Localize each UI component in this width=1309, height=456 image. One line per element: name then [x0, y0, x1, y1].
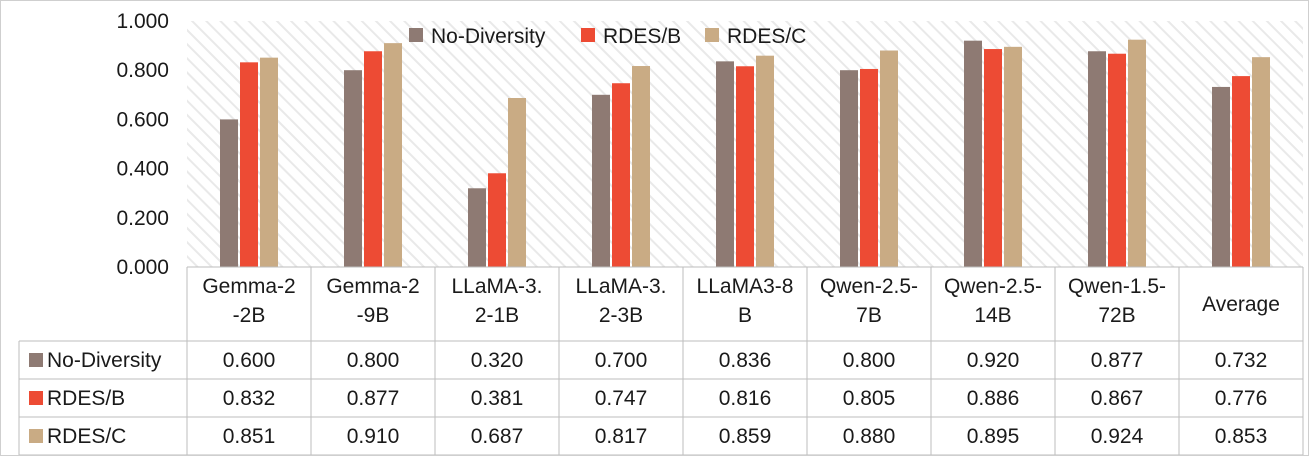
- category-label: Gemma-2: [326, 275, 419, 298]
- category-label: 14B: [974, 304, 1011, 327]
- data-label: 0.320: [471, 349, 524, 372]
- category-label: Qwen-2.5-: [820, 275, 918, 298]
- bar-no-diversity: [716, 61, 734, 268]
- y-tick-label: 0.600: [116, 108, 169, 131]
- bar-no-diversity: [964, 40, 982, 268]
- bar-no-diversity: [220, 119, 238, 268]
- data-label: 0.805: [843, 387, 896, 410]
- category-label: Gemma-2: [202, 275, 295, 298]
- bar-rdes-b: [984, 49, 1002, 267]
- data-label: 0.853: [1215, 425, 1268, 448]
- data-label: 0.800: [843, 349, 896, 372]
- data-label: 0.895: [967, 425, 1020, 448]
- category-label: -9B: [357, 304, 390, 327]
- data-label: 0.700: [595, 349, 648, 372]
- bar-no-diversity: [840, 70, 858, 267]
- bar-no-diversity: [1088, 51, 1106, 268]
- data-label: 0.687: [471, 425, 524, 448]
- table-row-swatch: [29, 391, 43, 405]
- bar-no-diversity: [592, 94, 610, 267]
- bar-no-diversity: [1212, 86, 1230, 267]
- data-label: 0.800: [347, 349, 400, 372]
- bar-rdes-b: [240, 62, 258, 267]
- data-label: 0.817: [595, 425, 648, 448]
- category-label: Average: [1202, 293, 1280, 316]
- bar-rdes-b: [1232, 76, 1250, 267]
- bar-rdes-c: [880, 50, 898, 267]
- data-label: 0.867: [1091, 387, 1144, 410]
- bar-rdes-c: [632, 66, 650, 267]
- y-tick-label: 0.000: [116, 256, 169, 279]
- bar-rdes-b: [364, 51, 382, 268]
- data-label: 0.877: [1091, 349, 1144, 372]
- data-label: 0.886: [967, 387, 1020, 410]
- table-row-label: RDES/C: [47, 425, 126, 448]
- data-label: 0.859: [719, 425, 772, 448]
- data-label: 0.832: [223, 387, 276, 410]
- bar-rdes-c: [260, 57, 278, 268]
- bar-no-diversity: [468, 188, 486, 267]
- category-label: LLaMA-3.: [451, 275, 542, 298]
- category-label: B: [738, 304, 752, 327]
- bar-rdes-c: [508, 97, 526, 267]
- bar-rdes-c: [1128, 39, 1146, 267]
- category-label: LLaMA3-8: [697, 275, 794, 298]
- data-label: 0.880: [843, 425, 896, 448]
- data-label: 0.920: [967, 349, 1020, 372]
- bar-rdes-c: [1252, 57, 1270, 267]
- bar-rdes-c: [756, 55, 774, 267]
- data-label: 0.381: [471, 387, 524, 410]
- table-row-label: RDES/B: [47, 387, 125, 410]
- y-tick-label: 0.400: [116, 158, 169, 181]
- legend-swatch: [409, 28, 423, 42]
- bar-rdes-b: [488, 173, 506, 267]
- data-label: 0.924: [1091, 425, 1144, 448]
- data-label: 0.877: [347, 387, 400, 410]
- table-row-swatch: [29, 353, 43, 367]
- legend-label: No-Diversity: [431, 25, 546, 48]
- y-tick-label: 0.200: [116, 207, 169, 230]
- data-label: 0.851: [223, 425, 276, 448]
- legend-label: RDES/C: [727, 25, 806, 48]
- category-label: Qwen-1.5-: [1068, 275, 1166, 298]
- bar-rdes-c: [384, 43, 402, 267]
- bar-rdes-b: [1108, 53, 1126, 267]
- category-label: LLaMA-3.: [575, 275, 666, 298]
- legend-swatch: [705, 28, 719, 42]
- legend-label: RDES/B: [603, 25, 681, 48]
- data-label: 0.836: [719, 349, 772, 372]
- bar-rdes-b: [612, 83, 630, 267]
- data-label: 0.600: [223, 349, 276, 372]
- category-label: 2-3B: [599, 304, 643, 327]
- category-label: 7B: [856, 304, 882, 327]
- category-label: Qwen-2.5-: [944, 275, 1042, 298]
- category-label: 72B: [1098, 304, 1135, 327]
- y-tick-label: 1.000: [116, 10, 169, 33]
- data-label: 0.910: [347, 425, 400, 448]
- category-label: 2-1B: [475, 304, 519, 327]
- data-label: 0.747: [595, 387, 648, 410]
- data-label: 0.732: [1215, 349, 1268, 372]
- bar-no-diversity: [344, 70, 362, 267]
- data-label: 0.776: [1215, 387, 1268, 410]
- legend-swatch: [581, 28, 595, 42]
- bar-rdes-c: [1004, 46, 1022, 267]
- bar-rdes-b: [736, 66, 754, 267]
- y-tick-label: 0.800: [116, 59, 169, 82]
- category-label: -2B: [233, 304, 266, 327]
- bar-rdes-b: [860, 68, 878, 267]
- table-row-label: No-Diversity: [47, 349, 162, 372]
- data-label: 0.816: [719, 387, 772, 410]
- table-row-swatch: [29, 429, 43, 443]
